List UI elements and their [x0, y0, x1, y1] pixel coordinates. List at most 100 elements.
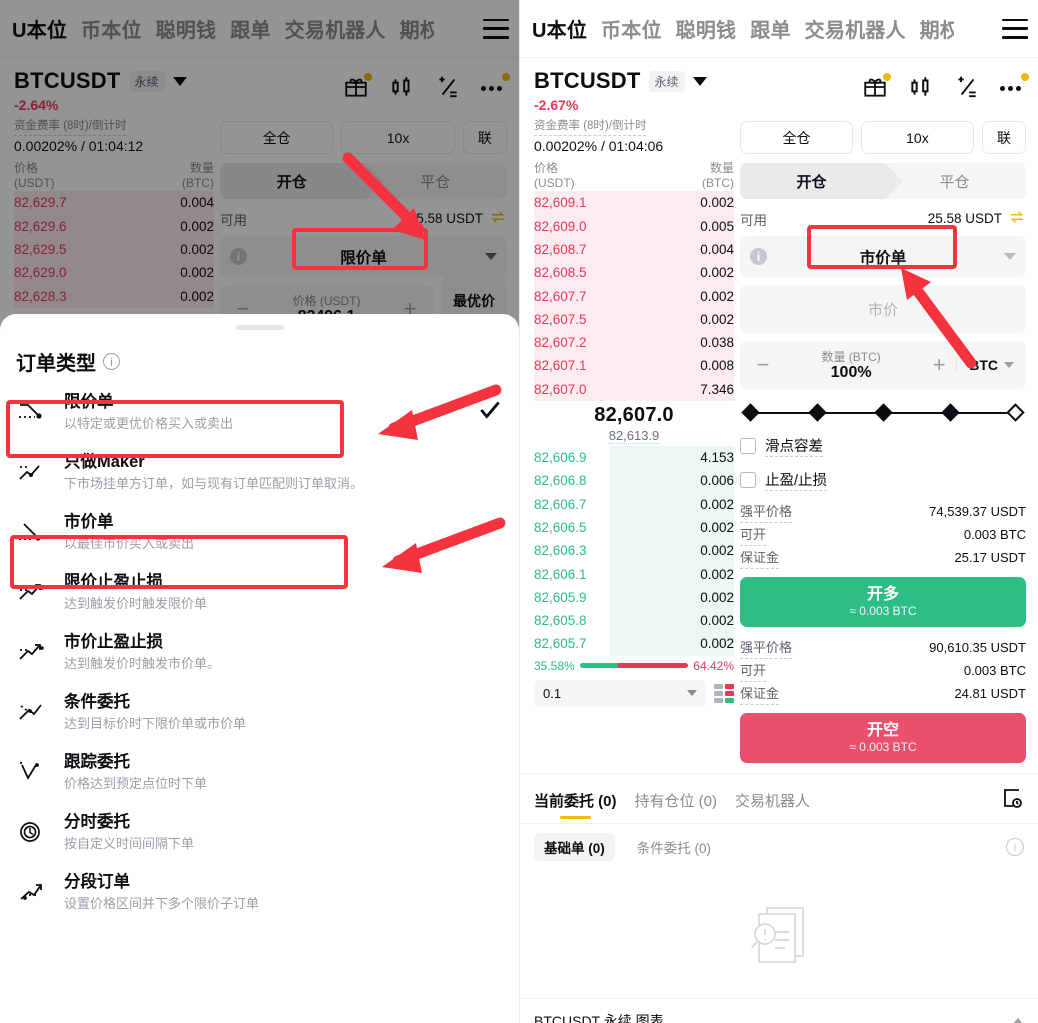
- list-item[interactable]: 限价单 以特定或更优价格买入或卖出: [0, 382, 519, 442]
- tab-options[interactable]: 期权: [399, 20, 434, 42]
- segment-open[interactable]: 开仓: [796, 173, 827, 191]
- candlestick-icon[interactable]: [389, 74, 415, 100]
- percent-calculator-icon[interactable]: [435, 74, 461, 100]
- table-row[interactable]: 82,606.1 0.002: [534, 562, 734, 586]
- gift-icon[interactable]: [343, 73, 372, 100]
- tab-trading-bot[interactable]: 交易机器人: [735, 793, 811, 810]
- table-row[interactable]: 82,607.0 7.346: [534, 377, 734, 402]
- tick-size-select[interactable]: 0.1: [534, 679, 706, 707]
- tab-copy-trading[interactable]: 跟单: [230, 20, 271, 42]
- chevron-down-icon[interactable]: [1004, 253, 1016, 260]
- table-row[interactable]: 82,605.8 0.002: [534, 609, 734, 633]
- table-row[interactable]: 82,629.0 0.002: [14, 261, 214, 285]
- hamburger-icon[interactable]: [1002, 18, 1028, 39]
- table-row[interactable]: 82,607.5 0.002: [534, 307, 734, 332]
- more-options-icon[interactable]: [481, 73, 510, 100]
- margin-mode-button[interactable]: 全仓: [220, 121, 334, 154]
- tab-u-margin[interactable]: U本位: [532, 20, 588, 42]
- table-row[interactable]: 82,609.0 0.005: [534, 214, 734, 238]
- increment-button[interactable]: +: [932, 352, 946, 377]
- info-icon[interactable]: i: [1006, 838, 1024, 856]
- tab-smart-money[interactable]: 聪明钱: [155, 20, 217, 42]
- table-row[interactable]: 82,606.9 4.153: [534, 446, 734, 470]
- symbol-block[interactable]: BTCUSDT 永续 -2.67%: [534, 68, 707, 113]
- list-item[interactable]: 跟踪委托 价格达到预定点位时下单: [0, 742, 519, 802]
- funding-rate-block[interactable]: 资金费率 (8时)/倒计时 0.00202% / 01:04:12: [14, 119, 214, 155]
- table-row[interactable]: 82,629.6 0.002: [14, 214, 214, 238]
- chevron-down-icon[interactable]: [692, 76, 707, 86]
- segment-close[interactable]: 平仓: [420, 173, 451, 191]
- table-row[interactable]: 82,628.3 0.002: [14, 284, 214, 308]
- table-row[interactable]: 82,607.1 0.008: [534, 354, 734, 378]
- table-row[interactable]: 82,606.3 0.002: [534, 539, 734, 563]
- more-options-icon[interactable]: [1000, 73, 1029, 100]
- table-row[interactable]: 82,607.2 0.038: [534, 331, 734, 355]
- leverage-button[interactable]: 10x: [860, 121, 974, 154]
- order-type-selector[interactable]: i 限价单: [220, 236, 507, 277]
- table-row[interactable]: 82,605.7 0.002: [534, 632, 734, 656]
- subtab-conditional-orders[interactable]: 条件委托 (0): [636, 841, 711, 856]
- open-short-button[interactable]: 开空 ≈ 0.003 BTC: [740, 713, 1026, 763]
- list-item[interactable]: 市价单 以最佳市价买入或卖出: [0, 502, 519, 562]
- slippage-checkbox-row[interactable]: 滑点容差: [740, 435, 1026, 457]
- slider-handle-100[interactable]: [1006, 403, 1025, 422]
- decrement-button[interactable]: −: [756, 352, 770, 377]
- margin-mode-button[interactable]: 全仓: [740, 121, 853, 154]
- table-row[interactable]: 82,605.9 0.002: [534, 585, 734, 610]
- table-row[interactable]: 82,606.8 0.006: [534, 469, 734, 493]
- transfer-icon[interactable]: [489, 208, 507, 229]
- info-icon[interactable]: i: [230, 248, 247, 265]
- table-row[interactable]: 82,606.7 0.002: [534, 492, 734, 516]
- checkbox-icon[interactable]: [740, 472, 756, 488]
- table-row[interactable]: 82,609.1 0.002: [534, 191, 734, 215]
- tab-copy-trading[interactable]: 跟单: [750, 20, 791, 42]
- segment-close[interactable]: 平仓: [939, 173, 970, 191]
- chevron-up-icon[interactable]: [1012, 1017, 1024, 1023]
- table-row[interactable]: 82,629.7 0.004: [14, 191, 214, 215]
- amount-percent-slider[interactable]: [741, 403, 1025, 423]
- list-item[interactable]: 分时委托 按自定义时间间隔下单: [0, 802, 519, 862]
- slider-tick-0[interactable]: [741, 403, 760, 422]
- unified-account-button[interactable]: 联: [981, 121, 1026, 154]
- info-icon[interactable]: i: [103, 353, 120, 370]
- unified-account-button[interactable]: 联: [462, 121, 507, 154]
- tab-u-margin[interactable]: U本位: [12, 20, 68, 42]
- slider-tick-25[interactable]: [808, 403, 827, 422]
- segment-open[interactable]: 开仓: [276, 173, 307, 191]
- list-item[interactable]: 条件委托 达到目标价时下限价单或市价单: [0, 682, 519, 742]
- subtab-basic-orders[interactable]: 基础单 (0): [534, 833, 615, 861]
- checkbox-icon[interactable]: [740, 438, 756, 454]
- gift-icon[interactable]: [862, 73, 891, 100]
- chart-expand-row[interactable]: BTCUSDT 永续 图表: [520, 998, 1038, 1023]
- tab-positions[interactable]: 持有仓位 (0): [634, 793, 718, 810]
- tab-trading-bot[interactable]: 交易机器人: [284, 20, 386, 42]
- table-row[interactable]: 82,607.7 0.002: [534, 284, 734, 308]
- chevron-down-icon[interactable]: [485, 253, 497, 260]
- slider-tick-50[interactable]: [874, 403, 894, 422]
- tab-open-orders[interactable]: 当前委托 (0): [534, 790, 617, 819]
- tab-coin-margin[interactable]: 币本位: [81, 20, 142, 42]
- tab-smart-money[interactable]: 聪明钱: [675, 20, 737, 42]
- table-row[interactable]: 82,608.5 0.002: [534, 261, 734, 285]
- list-item[interactable]: 市价止盈止损 达到触发价时触发市价单。: [0, 622, 519, 682]
- list-item[interactable]: 分段订单 设置价格区间并下多个限价子订单: [0, 862, 519, 922]
- order-type-selector[interactable]: i 市价单: [740, 236, 1026, 277]
- quantity-stepper[interactable]: − 数量 (BTC) 100% + BTC: [740, 341, 1026, 389]
- open-long-button[interactable]: 开多 ≈ 0.003 BTC: [740, 577, 1026, 627]
- list-item[interactable]: 只做Maker 下市场挂单方订单，如与现有订单匹配则订单取消。: [0, 442, 519, 502]
- symbol-block[interactable]: BTCUSDT 永续 -2.64%: [14, 68, 187, 113]
- info-icon[interactable]: i: [750, 248, 767, 265]
- candlestick-icon[interactable]: [908, 74, 934, 100]
- depth-view-icon[interactable]: [714, 683, 734, 703]
- percent-calculator-icon[interactable]: [954, 74, 980, 100]
- funding-rate-block[interactable]: 资金费率 (8时)/倒计时 0.00202% / 01:04:06: [534, 119, 734, 155]
- table-row[interactable]: 82,606.5 0.002: [534, 515, 734, 540]
- chevron-down-icon[interactable]: [172, 76, 187, 86]
- sheet-drag-handle[interactable]: [235, 325, 284, 330]
- slider-tick-75[interactable]: [941, 403, 960, 422]
- tab-coin-margin[interactable]: 币本位: [601, 20, 662, 42]
- hamburger-icon[interactable]: [483, 18, 509, 39]
- unit-select[interactable]: BTC: [956, 357, 1014, 373]
- list-item[interactable]: 限价止盈止损 达到触发价时触发限价单: [0, 562, 519, 622]
- tab-trading-bot[interactable]: 交易机器人: [804, 20, 906, 42]
